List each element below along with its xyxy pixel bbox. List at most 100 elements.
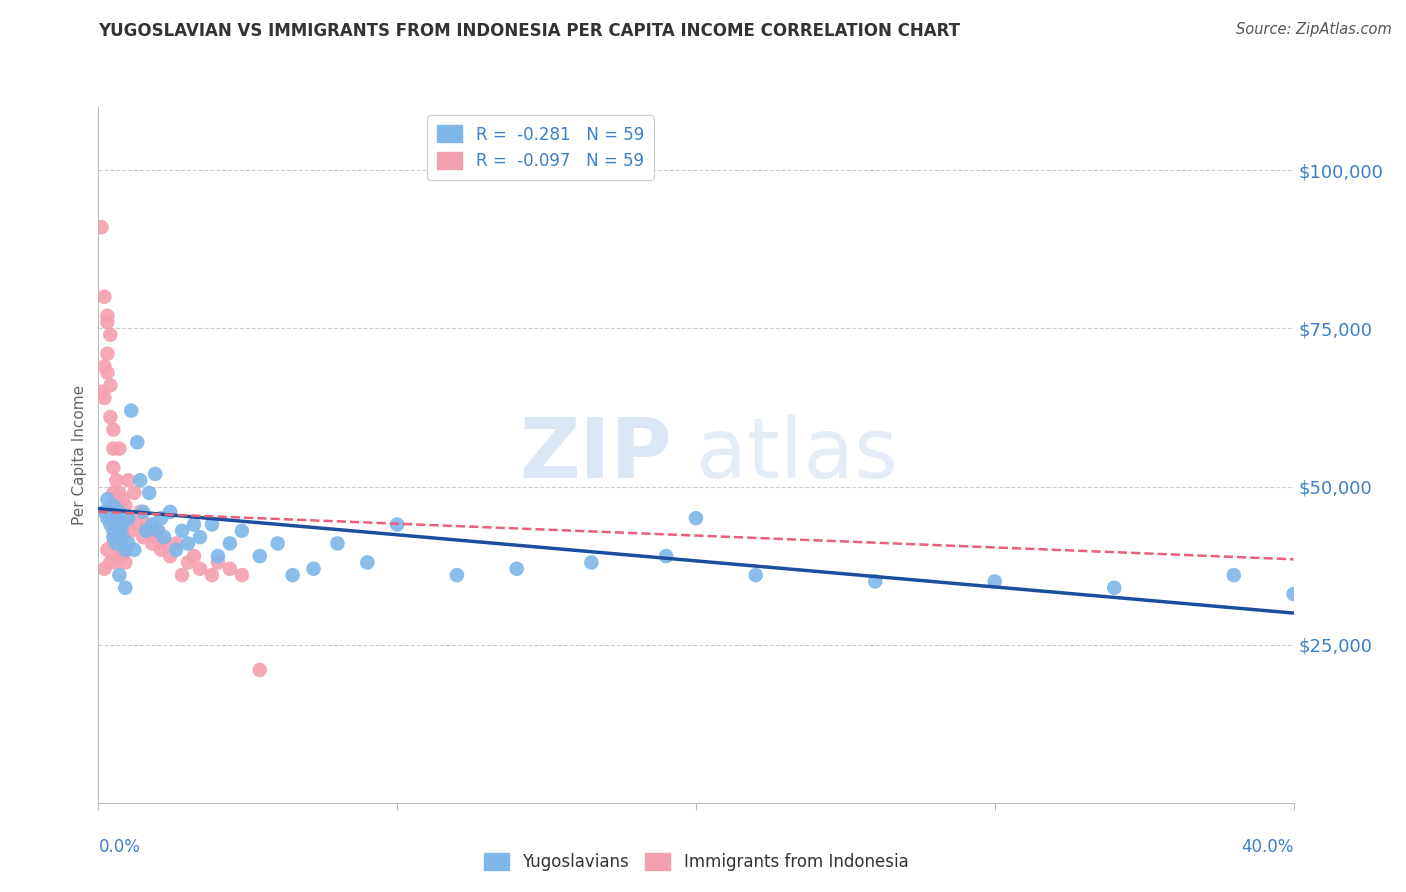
Point — [103, 460, 125, 475]
Point — [103, 536, 125, 550]
Text: Source: ZipAtlas.com: Source: ZipAtlas.com — [1236, 22, 1392, 37]
Point — [132, 530, 155, 544]
Point — [114, 581, 136, 595]
Point — [165, 536, 187, 550]
Point — [90, 384, 112, 399]
Point — [98, 517, 122, 532]
Point — [207, 549, 229, 563]
Point — [159, 505, 181, 519]
Point — [105, 473, 128, 487]
Point — [111, 549, 134, 563]
Point — [267, 536, 290, 550]
Point — [98, 327, 122, 342]
Point — [865, 574, 887, 589]
Point — [108, 568, 131, 582]
Point — [138, 486, 160, 500]
Point — [108, 505, 131, 519]
Point — [135, 524, 157, 538]
Point — [129, 473, 152, 487]
Point — [98, 378, 122, 392]
Point — [150, 511, 173, 525]
Point — [96, 511, 118, 525]
Text: 40.0%: 40.0% — [1241, 838, 1294, 856]
Point — [172, 568, 194, 582]
Point — [172, 524, 194, 538]
Point — [153, 530, 176, 544]
Point — [93, 391, 115, 405]
Point — [117, 511, 139, 525]
Point — [183, 517, 205, 532]
Point — [120, 403, 142, 417]
Point — [120, 524, 142, 538]
Point — [302, 562, 325, 576]
Point — [93, 562, 115, 576]
Point — [148, 524, 170, 538]
Point — [165, 542, 187, 557]
Point — [103, 486, 125, 500]
Point — [249, 549, 271, 563]
Point — [114, 556, 136, 570]
Point — [143, 467, 166, 481]
Point — [93, 359, 115, 374]
Point — [103, 423, 125, 437]
Point — [93, 505, 115, 519]
Point — [108, 486, 131, 500]
Point — [124, 486, 146, 500]
Point — [96, 309, 118, 323]
Point — [103, 530, 125, 544]
Point — [114, 499, 136, 513]
Text: atlas: atlas — [696, 415, 897, 495]
Legend: Yugoslavians, Immigrants from Indonesia: Yugoslavians, Immigrants from Indonesia — [477, 847, 915, 878]
Point — [105, 511, 128, 525]
Point — [117, 473, 139, 487]
Point — [581, 556, 603, 570]
Point — [446, 568, 468, 582]
Point — [219, 562, 242, 576]
Point — [281, 568, 304, 582]
Point — [141, 517, 163, 532]
Point — [201, 517, 224, 532]
Point — [219, 536, 242, 550]
Point — [655, 549, 678, 563]
Point — [105, 511, 128, 525]
Point — [96, 315, 118, 329]
Point — [111, 524, 134, 538]
Point — [207, 556, 229, 570]
Point — [111, 492, 134, 507]
Point — [983, 574, 1005, 589]
Point — [132, 505, 155, 519]
Point — [201, 568, 224, 582]
Point — [103, 442, 125, 456]
Point — [111, 511, 134, 525]
Point — [96, 492, 118, 507]
Point — [114, 542, 136, 557]
Point — [188, 530, 211, 544]
Point — [127, 517, 149, 532]
Point — [105, 499, 128, 513]
Point — [96, 366, 118, 380]
Point — [1223, 568, 1246, 582]
Point — [177, 556, 200, 570]
Text: YUGOSLAVIAN VS IMMIGRANTS FROM INDONESIA PER CAPITA INCOME CORRELATION CHART: YUGOSLAVIAN VS IMMIGRANTS FROM INDONESIA… — [98, 22, 960, 40]
Point — [143, 530, 166, 544]
Point — [108, 524, 131, 538]
Point — [506, 562, 529, 576]
Point — [177, 536, 200, 550]
Point — [117, 511, 139, 525]
Point — [135, 517, 157, 532]
Point — [93, 290, 115, 304]
Point — [138, 524, 160, 538]
Point — [127, 435, 149, 450]
Point — [98, 409, 122, 424]
Point — [103, 524, 125, 538]
Point — [148, 524, 170, 538]
Point — [124, 542, 146, 557]
Text: 0.0%: 0.0% — [98, 838, 141, 856]
Point — [188, 562, 211, 576]
Point — [159, 549, 181, 563]
Point — [105, 511, 128, 525]
Point — [1104, 581, 1126, 595]
Point — [98, 556, 122, 570]
Point — [356, 556, 378, 570]
Text: ZIP: ZIP — [520, 415, 672, 495]
